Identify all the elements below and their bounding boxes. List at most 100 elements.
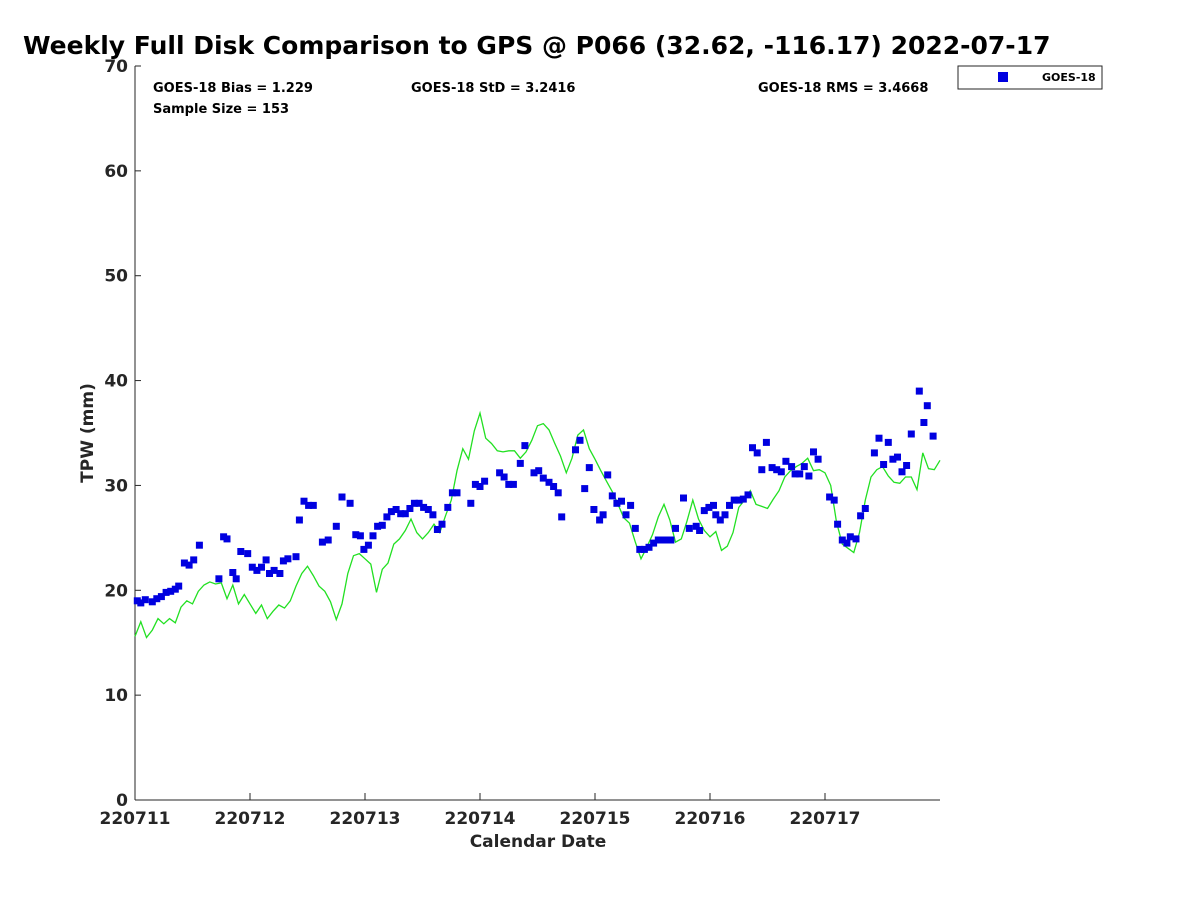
goes18-point [805,472,813,480]
goes18-point [496,469,504,477]
goes18-point [875,434,883,442]
goes18-point [768,464,776,472]
goes18-point [141,596,149,604]
goes18-point [190,556,198,564]
goes18-point [920,419,928,426]
goes18-point [608,492,616,500]
x-tick-label: 220712 [215,809,286,829]
goes18-point [270,566,278,574]
goes18-point [710,501,717,509]
y-ticks: 0 10 20 30 40 50 60 70 [104,57,141,811]
goes18-point [613,499,621,507]
goes18-point [378,521,386,529]
goes18-point [791,470,799,478]
sample-size-stat: Sample Size = 153 [153,102,289,117]
goes18-point [814,455,822,463]
goes18-point [777,468,785,476]
goes18-point [739,495,747,503]
goes18-point [618,497,625,505]
goes18-point [654,536,662,544]
goes18-point [535,467,543,475]
goes18-point [352,531,360,539]
gps-line [134,410,941,639]
x-tick-label: 220713 [330,809,401,829]
goes18-point [410,499,418,507]
goes18-point [262,556,270,564]
goes18-point [749,444,756,452]
goes18-point [830,496,838,504]
goes18-point [424,506,432,513]
goes18-point [229,569,237,576]
goes18-point [392,506,400,513]
chart-title: Weekly Full Disk Comparison to GPS @ P06… [23,31,1050,60]
goes18-point [838,536,846,544]
goes18-point [627,501,635,509]
goes18-point [685,524,693,532]
goes18-point [576,436,584,444]
goes18-point [782,457,790,465]
rms-stat: GOES-18 RMS = 3.4668 [758,81,928,96]
goes18-point [162,588,170,596]
goes18-point [406,505,414,512]
goes18-point [861,505,869,512]
goes18-point [700,507,708,515]
goes18-point [444,503,452,511]
goes18-point [907,430,915,438]
goes18-point [467,499,475,507]
goes18-point [453,489,461,497]
y-tick-label: 20 [104,581,128,601]
goes18-point [215,575,223,583]
goes18-point [800,463,808,471]
goes18-point [387,508,395,516]
goes18-point [735,496,743,504]
goes18-point [364,541,372,549]
goes18-point [915,387,923,395]
goes18-point [232,575,240,583]
goes18-point [758,466,766,474]
goes18-point [476,483,484,490]
legend-label-goes18: GOES-18 [1042,71,1096,84]
goes18-point [857,512,865,520]
goes18-point [305,501,313,509]
std-stat: GOES-18 StD = 3.2416 [411,81,575,96]
goes18-point [667,536,675,544]
goes18-point [650,539,658,547]
goes18-point [923,402,931,410]
goes18-point [590,506,598,513]
goes18-point [550,483,558,490]
legend-box [957,65,1103,90]
goes18-point [581,485,589,493]
goes18-point [148,598,156,606]
goes18-point [521,442,529,450]
goes18-point [545,478,553,486]
goes18-point [253,566,261,574]
goes18-point [279,557,287,565]
goes18-point [730,496,738,504]
goes18-point [137,599,145,607]
goes18-point [415,499,423,507]
goes18-point [300,497,308,505]
goes18-point [716,516,724,524]
goes18-point [167,587,175,595]
goes18-point [903,462,911,469]
x-tick-label: 220716 [675,809,746,829]
x-tick-label: 220715 [560,809,631,829]
y-tick-label: 0 [116,791,128,811]
goes18-point [753,449,761,457]
x-axis-label: Calendar Date [470,832,607,852]
goes18-point [721,511,729,519]
goes18-point [705,503,713,511]
goes18-point [834,520,842,528]
y-tick-label: 60 [104,162,128,182]
goes18-point [324,536,332,544]
goes18-point [448,489,456,497]
goes18-series [133,387,937,607]
goes18-point [929,432,937,440]
goes18-point [826,493,834,501]
goes18-point [631,524,639,532]
goes18-point [374,522,382,530]
gps-series [134,410,941,639]
y-axis-label: TPW (mm) [78,383,98,483]
goes18-point [810,448,817,456]
goes18-point [604,471,612,479]
